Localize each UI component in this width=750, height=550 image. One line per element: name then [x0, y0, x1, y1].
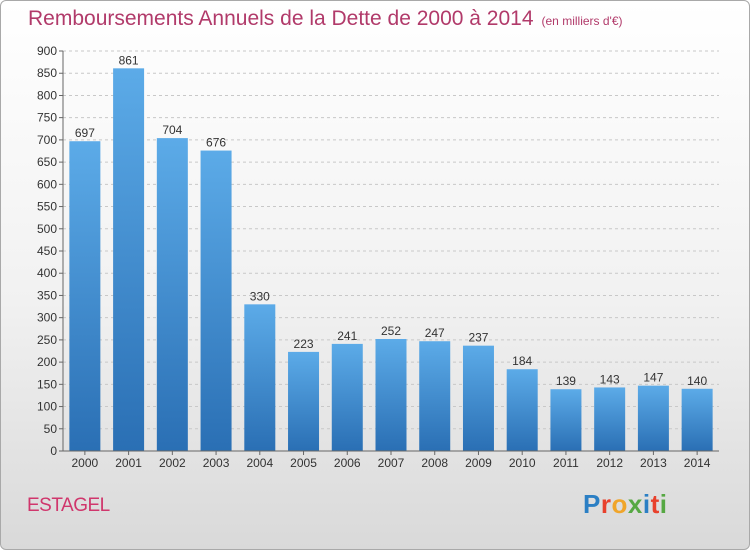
- y-tick-label: 600: [37, 177, 57, 191]
- y-tick-label: 0: [50, 444, 57, 458]
- x-tick-label: 2003: [203, 456, 230, 470]
- bar: [244, 304, 276, 451]
- bar: [156, 138, 188, 451]
- value-label: 697: [75, 126, 95, 140]
- bar: [200, 150, 232, 452]
- y-tick-label: 750: [37, 111, 57, 125]
- value-label: 237: [468, 331, 488, 345]
- value-label: 223: [294, 337, 314, 351]
- bar: [419, 341, 451, 451]
- y-tick-label: 550: [37, 200, 57, 214]
- value-label: 184: [512, 354, 532, 368]
- y-tick-label: 850: [37, 66, 57, 80]
- value-label: 241: [337, 329, 357, 343]
- y-tick-label: 450: [37, 244, 57, 258]
- value-label: 252: [381, 324, 401, 338]
- x-tick-label: 2000: [72, 456, 99, 470]
- value-label: 147: [643, 371, 663, 385]
- bar: [594, 387, 626, 451]
- chart-title: Remboursements Annuels de la Dette de 20…: [28, 7, 623, 30]
- logo-letter: P: [583, 489, 601, 519]
- value-label: 330: [250, 289, 270, 303]
- y-tick-label: 900: [37, 44, 57, 58]
- x-tick-label: 2007: [378, 456, 405, 470]
- x-tick-label: 2010: [509, 456, 536, 470]
- bar: [375, 339, 407, 451]
- value-label: 139: [556, 374, 576, 388]
- y-tick-label: 800: [37, 88, 57, 102]
- x-tick-label: 2001: [115, 456, 142, 470]
- bar: [462, 345, 494, 451]
- x-tick-label: 2013: [640, 456, 667, 470]
- value-label: 676: [206, 136, 226, 150]
- x-tick-label: 2002: [159, 456, 186, 470]
- y-tick-label: 50: [44, 422, 58, 436]
- bar: [69, 141, 101, 451]
- bar: [550, 389, 582, 451]
- proxiti-logo[interactable]: Proxiti: [583, 489, 667, 520]
- logo-letter: i: [659, 489, 668, 519]
- y-tick-label: 200: [37, 355, 57, 369]
- y-tick-label: 300: [37, 311, 57, 325]
- bar: [506, 369, 538, 451]
- logo-letter: o: [611, 489, 628, 519]
- x-tick-label: 2006: [334, 456, 361, 470]
- value-label: 861: [119, 53, 139, 67]
- x-tick-label: 2004: [246, 456, 273, 470]
- bar: [331, 343, 363, 451]
- x-tick-label: 2014: [684, 456, 711, 470]
- town-name: ESTAGEL: [27, 495, 110, 516]
- y-tick-label: 400: [37, 266, 57, 280]
- value-label: 143: [600, 372, 620, 386]
- value-label: 247: [425, 326, 445, 340]
- y-tick-label: 250: [37, 333, 57, 347]
- y-tick-label: 150: [37, 377, 57, 391]
- y-tick-label: 100: [37, 400, 57, 414]
- x-tick-label: 2005: [290, 456, 317, 470]
- bar: [113, 68, 145, 451]
- bar: [288, 351, 320, 451]
- logo-letter: t: [650, 489, 660, 519]
- value-label: 140: [687, 374, 707, 388]
- bar: [637, 385, 669, 451]
- value-label: 704: [162, 123, 182, 137]
- x-tick-label: 2008: [421, 456, 448, 470]
- logo-letter: r: [600, 489, 612, 519]
- y-tick-label: 650: [37, 155, 57, 169]
- chart-subtitle: (en milliers d'€): [541, 14, 623, 28]
- x-tick-label: 2009: [465, 456, 492, 470]
- bar: [681, 388, 713, 451]
- y-tick-label: 500: [37, 222, 57, 236]
- y-tick-label: 700: [37, 133, 57, 147]
- logo-letter: i: [642, 489, 651, 519]
- x-tick-label: 2012: [596, 456, 623, 470]
- logo-letter: x: [627, 489, 643, 519]
- x-tick-label: 2011: [553, 456, 579, 470]
- y-tick-label: 350: [37, 288, 57, 302]
